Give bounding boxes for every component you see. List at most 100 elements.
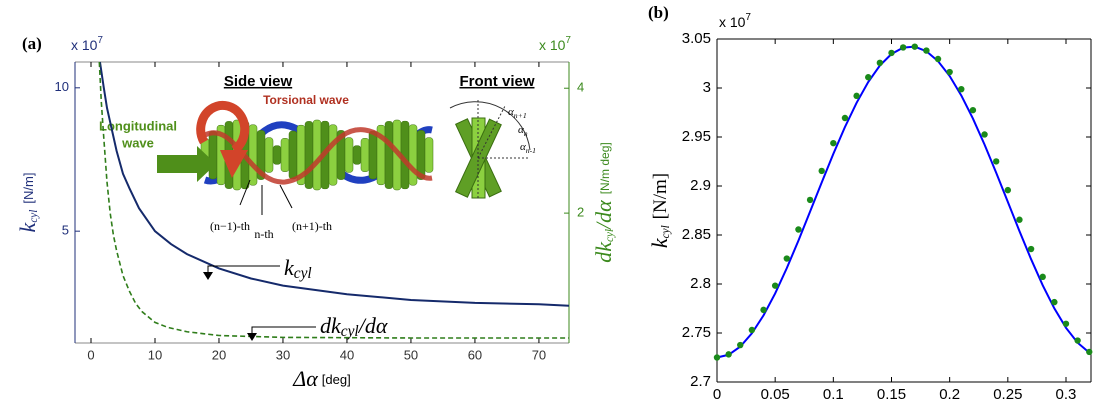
data-point	[1004, 186, 1012, 194]
data-point	[1062, 320, 1070, 327]
cylinder	[288, 130, 298, 180]
strand-label: (n+1)-th	[292, 219, 332, 233]
y-tick-label: 3.05	[682, 30, 711, 47]
data-point	[876, 59, 884, 67]
angle-label: αn-1	[520, 141, 536, 155]
x-axis-label: Δα [deg]	[292, 366, 350, 391]
text-part: 7	[97, 35, 102, 46]
y-multiplier: x 107	[71, 35, 103, 53]
text-part: x 10	[719, 14, 746, 30]
inset	[157, 100, 531, 215]
y2-axis-label: dkcyl/dα [N/m deg]	[591, 142, 616, 263]
angle-label: αn+1	[508, 106, 527, 120]
data-point	[760, 306, 767, 314]
cylinder	[208, 130, 218, 180]
y-tick-label: 2.95	[682, 128, 711, 145]
text-part: x 10	[539, 37, 566, 53]
cylinder	[344, 137, 354, 173]
data-point	[853, 92, 860, 100]
x-axis-label: t[ms]	[882, 405, 927, 410]
data-point	[748, 326, 756, 334]
data-point	[771, 282, 779, 289]
panel-label: (b)	[648, 3, 669, 22]
y-multiplier: x 107	[719, 12, 751, 30]
x-tick-label: 0	[87, 347, 94, 362]
text-part: [N/m]	[21, 173, 36, 204]
x-tick-label: 70	[532, 347, 546, 362]
data-point	[934, 55, 942, 63]
data-point	[1027, 245, 1035, 253]
cylinder	[352, 145, 362, 165]
y-tick-label: 2.75	[682, 324, 711, 341]
panel-label: (a)	[22, 34, 42, 53]
angle-line	[477, 105, 506, 159]
x-tick-label: 40	[340, 347, 354, 362]
text-part: 7	[745, 12, 750, 23]
text-part: dk	[591, 241, 616, 263]
text-part: k	[284, 255, 295, 280]
text-part: cyl	[28, 210, 40, 223]
data-point	[1039, 273, 1046, 281]
text-part: Δα	[292, 366, 318, 391]
data-point	[818, 167, 825, 175]
data-point	[841, 114, 849, 122]
text-part: n+1	[514, 111, 527, 120]
text-part: [ms]	[892, 408, 927, 410]
y-tick-label: 5	[62, 223, 69, 238]
text-part: cyl	[604, 229, 616, 242]
cylinder	[368, 130, 378, 180]
text-part: /dα	[591, 200, 616, 231]
cylinder	[264, 137, 274, 173]
angle-arc	[449, 101, 531, 151]
data-point	[958, 85, 965, 93]
text-part: α	[518, 124, 524, 136]
y2-multiplier: x 107	[539, 35, 571, 53]
cylinder	[328, 124, 338, 186]
inset-label: wave	[121, 135, 154, 150]
text-part: /dα	[357, 313, 388, 338]
series-line	[98, 61, 569, 339]
text-part: cyl	[294, 265, 312, 282]
data-point	[737, 341, 744, 349]
text-part: t	[882, 405, 889, 410]
data-point	[1016, 216, 1023, 223]
inset-label: Torsional wave	[263, 93, 349, 107]
x-tick-label: 0.25	[993, 386, 1022, 403]
cylinder	[384, 121, 394, 189]
data-point	[981, 131, 988, 138]
x-tick-label: 60	[468, 347, 482, 362]
data-point	[783, 255, 790, 262]
cylinder	[424, 137, 434, 173]
longitudinal-arrow	[157, 155, 197, 173]
text-part: k	[15, 221, 40, 232]
text-part: [N/m deg]	[598, 142, 612, 194]
y-axis-label: kcyl [N/m]	[15, 173, 40, 233]
data-point	[969, 106, 977, 114]
x-tick-label: 0.2	[939, 386, 960, 403]
series-line	[98, 61, 570, 307]
cylinder	[304, 121, 314, 189]
cylinder	[360, 138, 370, 172]
data-point	[806, 196, 814, 204]
y-tick-label: 2.9	[690, 177, 711, 194]
cylinder	[248, 124, 258, 186]
series-line	[716, 45, 1090, 359]
y2-tick-label: 2	[577, 205, 584, 220]
cylinder	[280, 138, 290, 172]
inset-title: Side view	[224, 73, 293, 90]
data-point	[1074, 337, 1081, 344]
y2-tick-label: 4	[577, 80, 584, 95]
y-tick-label: 2.8	[690, 275, 711, 292]
data-point	[725, 351, 732, 358]
annotation: kcyl	[284, 255, 312, 281]
pointer	[239, 179, 251, 206]
x-tick-label: 50	[404, 347, 418, 362]
x-tick-label: 0.15	[877, 386, 906, 403]
x-tick-label: 0.1	[823, 386, 844, 403]
torsional-arrow	[196, 100, 250, 154]
longitudinal-arrow-head	[197, 146, 216, 182]
data-point	[992, 158, 1000, 165]
data-point	[865, 74, 872, 81]
data-point	[830, 139, 837, 147]
